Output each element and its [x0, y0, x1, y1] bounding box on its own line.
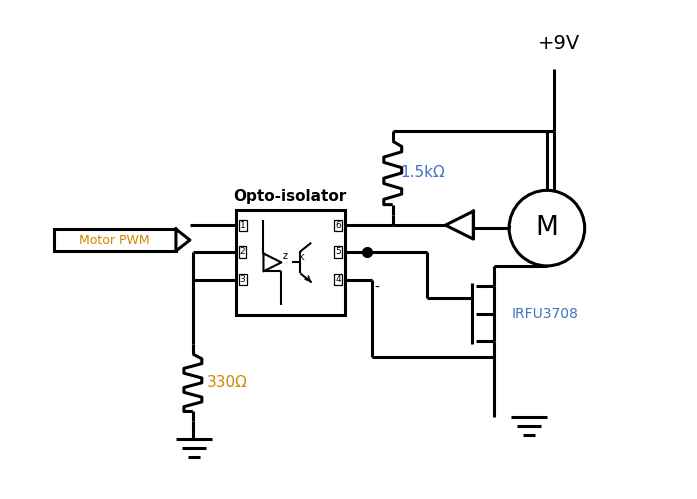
FancyBboxPatch shape	[54, 229, 176, 251]
Text: 1: 1	[240, 221, 245, 230]
Text: Opto-isolator: Opto-isolator	[233, 189, 347, 204]
FancyBboxPatch shape	[236, 210, 345, 315]
Text: 1.5kΩ: 1.5kΩ	[401, 166, 445, 181]
Text: z: z	[282, 251, 287, 261]
Text: 6: 6	[335, 221, 341, 230]
Text: -: -	[375, 281, 380, 295]
Text: 4: 4	[335, 275, 341, 284]
Text: k: k	[298, 252, 304, 262]
Text: 3: 3	[240, 275, 245, 284]
Text: M: M	[535, 215, 558, 241]
Text: IRFU3708: IRFU3708	[512, 307, 579, 321]
Text: +9V: +9V	[537, 33, 580, 53]
Text: Motor PWM: Motor PWM	[79, 234, 150, 247]
Text: 2: 2	[240, 248, 245, 256]
Polygon shape	[176, 229, 190, 251]
Text: 330Ω: 330Ω	[207, 375, 247, 390]
Text: 5: 5	[335, 248, 341, 256]
